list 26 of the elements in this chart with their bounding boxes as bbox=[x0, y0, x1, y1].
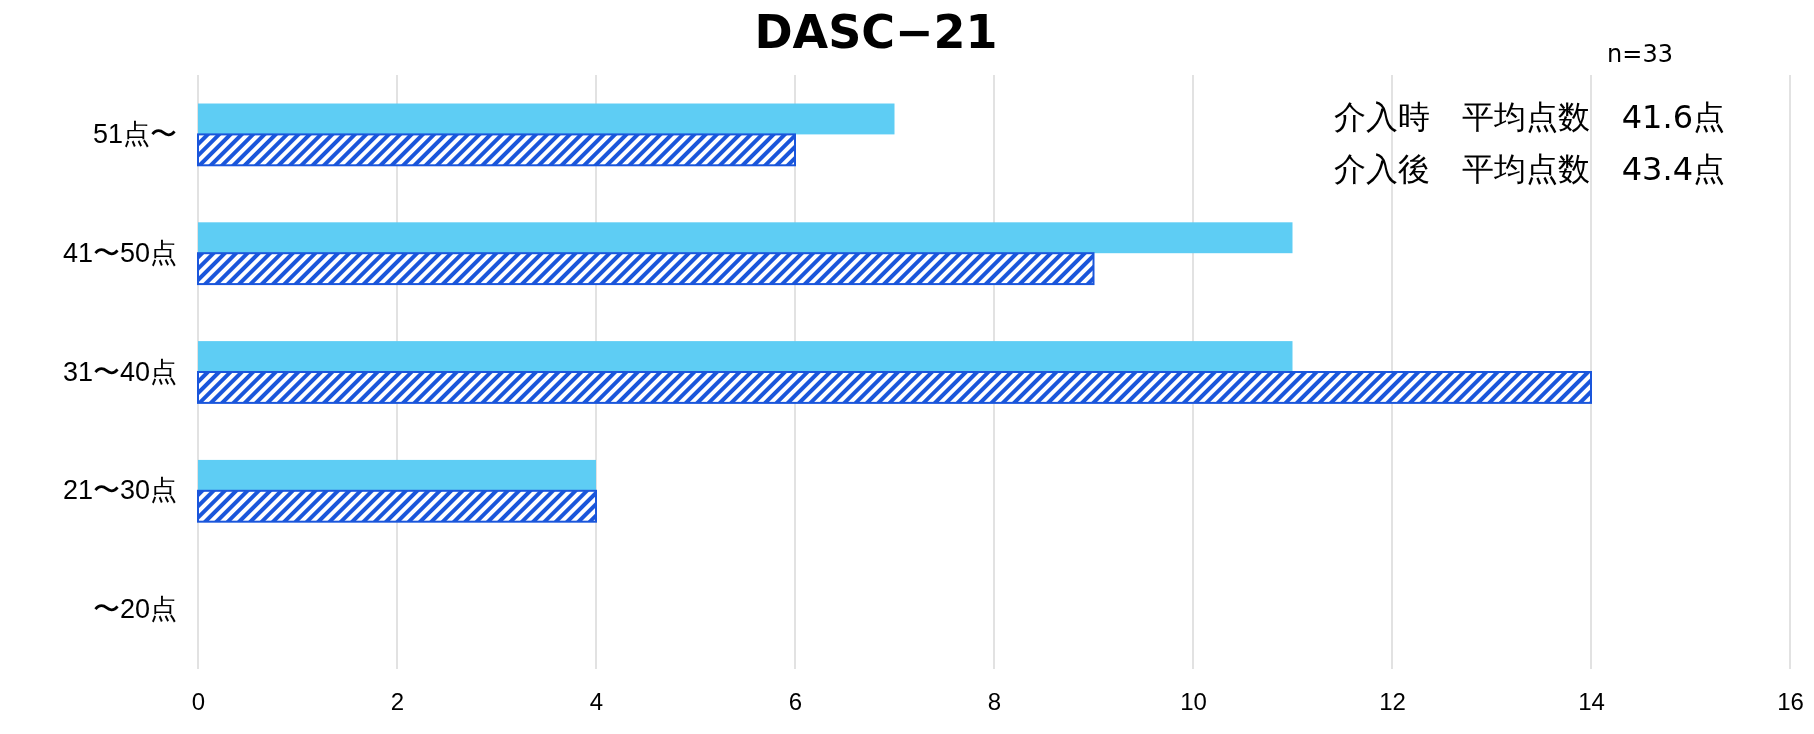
y-tick-label: 31〜40点 bbox=[62, 356, 177, 387]
bar bbox=[197, 371, 1592, 404]
chart-title: DASC−21 bbox=[754, 5, 998, 59]
y-tick-label: 〜20点 bbox=[92, 594, 177, 625]
x-tick-label: 6 bbox=[788, 688, 803, 716]
bar bbox=[197, 133, 796, 167]
x-tick-label: 2 bbox=[390, 688, 405, 716]
x-tick-label: 10 bbox=[1180, 688, 1207, 716]
text: n=33 bbox=[1607, 40, 1673, 68]
bar bbox=[198, 459, 596, 491]
x-tick-label: 14 bbox=[1578, 688, 1605, 716]
x-tick-label: 12 bbox=[1379, 688, 1406, 716]
bar bbox=[198, 222, 1293, 254]
bar bbox=[198, 341, 1293, 372]
y-tick-label: 21〜30点 bbox=[62, 475, 177, 506]
y-tick-label: 51点〜 bbox=[92, 119, 177, 150]
x-tick-label: 4 bbox=[589, 688, 604, 716]
y-tick-label: 41〜50点 bbox=[62, 237, 177, 268]
annotation: 介入時 平均点数 41.6点 bbox=[1333, 98, 1725, 136]
x-tick-label: 8 bbox=[987, 688, 1002, 716]
bar bbox=[197, 489, 597, 523]
x-tick-label: 16 bbox=[1777, 688, 1804, 716]
bar bbox=[197, 252, 1095, 286]
x-tick-label: 0 bbox=[191, 688, 206, 716]
bar bbox=[198, 103, 895, 135]
annotation: 介入後 平均点数 43.4点 bbox=[1333, 150, 1725, 188]
